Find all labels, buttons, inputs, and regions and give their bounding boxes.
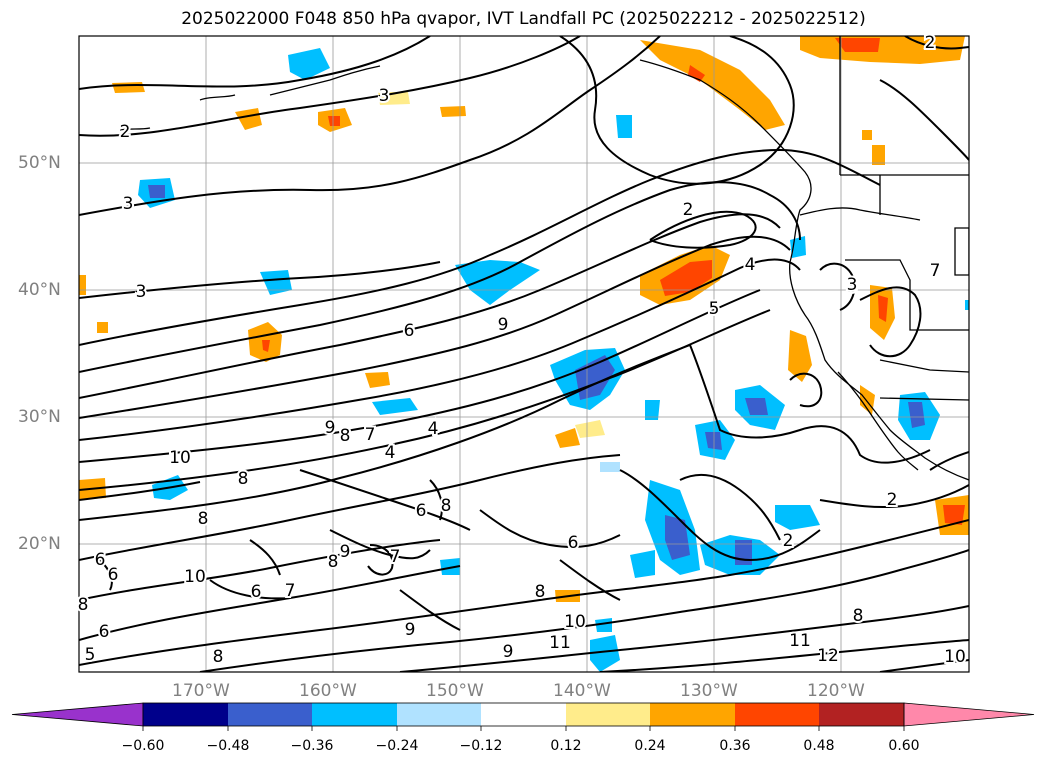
contour-label: 5 [709,299,720,319]
contour-label: 7 [365,425,376,445]
contour-label: 6 [251,582,262,602]
colorbar-segment [228,703,312,726]
colorbar-segment [819,703,904,726]
contour-label: 6 [568,533,579,553]
colorbar-tick: −0.24 [375,738,419,754]
contour-label: 10 [944,647,966,667]
contour-label: 3 [847,277,858,297]
contour-label: 4 [428,419,439,439]
contour-label: 3 [136,282,147,302]
colorbar-segment [312,703,397,726]
colorbar-tick: 0.36 [719,738,751,754]
lat-label-50n: 50°N [18,153,61,173]
lat-label-30n: 30°N [18,407,61,427]
coastlines [119,36,969,481]
colorbar-tick: −0.12 [459,738,503,754]
contour-label: 4 [745,255,756,275]
contour-label: 7 [930,261,941,281]
contour-label: 8 [78,595,89,615]
contour-label: 6 [99,622,110,642]
lon-label-160w: 160°W [299,681,357,701]
contour-label: 9 [325,418,336,438]
colorbar-extend-left [11,702,144,727]
lon-label-130w: 130°W [680,681,738,701]
contour-label: 10 [564,612,586,632]
contour-label: 6 [404,321,415,341]
contour-label: 9 [405,620,416,640]
plot-frame [78,35,970,673]
colorbar-segment [566,703,650,726]
contour-label: 8 [328,552,339,572]
graticule [79,36,969,672]
contour-label: 2 [783,531,794,551]
contour-label: 3 [379,86,390,106]
colorbar-segment [481,703,566,726]
plot-area [79,36,969,672]
contour-label: 8 [198,509,209,529]
contour-label: 8 [238,469,249,489]
contour-label: 8 [441,496,452,516]
lat-label-20n: 20°N [18,534,61,554]
colorbar-tick: −0.48 [206,738,250,754]
contour-label: 9 [503,642,514,662]
contour-label: 11 [789,631,811,651]
map-title: 2025022000 F048 850 hPa qvapor, IVT Land… [181,9,866,29]
contour-label: 10 [184,567,206,587]
colorbar-tick: −0.60 [121,738,165,754]
contour-label: 12 [817,646,839,666]
lon-label-170w: 170°W [172,681,230,701]
lon-label-120w: 120°W [807,681,865,701]
contour-label: 8 [213,647,224,667]
contour-label: 8 [340,426,351,446]
lat-label-40n: 40°N [18,280,61,300]
contour-label: 6 [108,565,119,585]
colorbar-tick: 0.12 [550,738,582,754]
colorbar-tick: −0.36 [290,738,334,754]
contour-label: 3 [847,275,858,295]
contour-label: 8 [853,606,864,626]
colorbar-segment [143,703,228,726]
contour-label: 5 [85,645,96,665]
colorbar-extend-right [903,702,1035,727]
contour-label: 8 [535,582,546,602]
colorbar [11,702,1035,731]
contour-label: 10 [169,448,191,468]
contour-label: 7 [285,581,296,601]
colorbar-segment [650,703,735,726]
contour-label: 2 [887,490,898,510]
contour-label: 6 [416,501,427,521]
colorbar-segment [735,703,819,726]
contour-lines [79,36,969,672]
lon-label-150w: 150°W [426,681,484,701]
shading-layer [79,36,969,672]
contour-label: 4 [385,443,396,463]
colorbar-tick: 0.60 [888,738,920,754]
contour-label: 3 [123,194,134,214]
contour-label: 2 [683,200,694,220]
colorbar-tick: 0.48 [803,738,835,754]
contour-label: 2 [925,33,936,53]
contour-label: 11 [549,633,571,653]
contour-label: 6 [95,550,106,570]
colorbar-segment [397,703,481,726]
contour-label: 9 [340,542,351,562]
contour-label: 9 [498,315,509,335]
colorbar-frame [142,702,905,727]
lon-label-140w: 140°W [553,681,611,701]
colorbar-tick: 0.24 [634,738,666,754]
contour-label: 2 [120,122,131,142]
contour-label: 7 [390,547,401,567]
